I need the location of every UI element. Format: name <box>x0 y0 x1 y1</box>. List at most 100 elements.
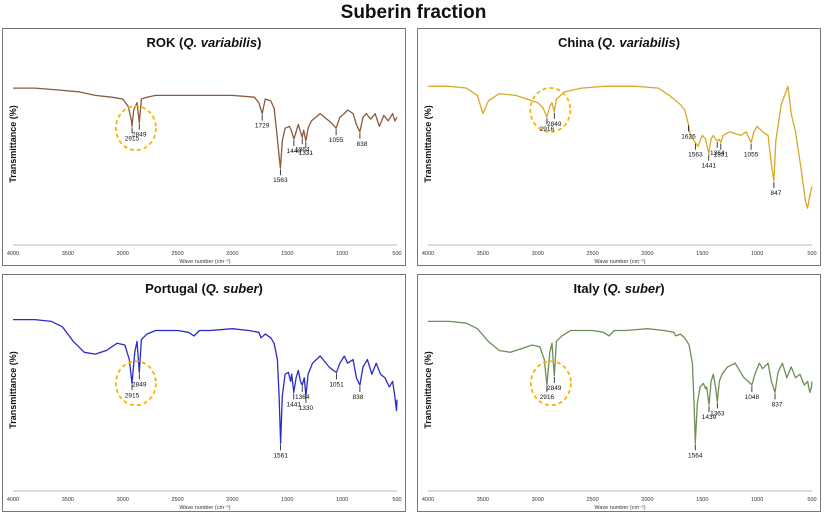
x-tick-label: 500 <box>807 251 816 257</box>
peak-label: 1440 <box>287 148 302 155</box>
panel-title-close: ) <box>258 281 263 296</box>
panel-title: Italy (Q. suber) <box>418 281 820 296</box>
panel-portugal: Portugal (Q. suber) Transmittance (%) 40… <box>2 274 406 512</box>
panel-title-open: ( <box>197 281 206 296</box>
x-tick-label: 2000 <box>641 251 653 257</box>
panel-title-main: China <box>557 35 595 50</box>
peak-label: 1364 <box>295 394 310 401</box>
x-tick-label: 3000 <box>532 251 544 257</box>
highlight-circle <box>114 105 157 152</box>
x-tick-label: 2500 <box>171 251 183 257</box>
spectrum-plot: 4000 3500 3000 2500 2000 1500 1000 500 Wave numb… <box>7 318 402 511</box>
panel-china: China (Q. variabilis) Transmittance (%) … <box>417 28 821 266</box>
panel-title-species: Q. variabilis <box>183 35 258 50</box>
peak-label: 2916 <box>540 394 555 401</box>
peak-label: 1330 <box>299 405 314 412</box>
spectrum-plot: 4000 3500 3000 2500 2000 1500 1000 500 Wave numb… <box>7 87 402 265</box>
x-tick-label: 2500 <box>171 497 183 503</box>
peak-label: 2849 <box>132 381 147 388</box>
x-tick-label: 3000 <box>532 497 544 503</box>
x-tick-label: 3500 <box>477 497 489 503</box>
spectrum-plot: 4000 3500 3000 2500 2000 1500 1000 500 Wave numb… <box>422 85 817 265</box>
spectrum-line <box>428 85 813 209</box>
panel-title-species: Q. suber <box>607 281 661 296</box>
peak-label: 1561 <box>273 452 288 459</box>
x-tick-label: 2000 <box>226 251 238 257</box>
x-tick-label: 4000 <box>7 251 19 257</box>
panel-title-main: Italy <box>573 281 600 296</box>
x-axis-label: Wave number (cm⁻¹) <box>594 259 645 265</box>
x-tick-label: 1000 <box>336 251 348 257</box>
peak-label: 838 <box>352 394 363 401</box>
x-tick-label: 1000 <box>751 251 763 257</box>
x-tick-label: 3000 <box>117 497 129 503</box>
x-axis-label: Wave number (cm⁻¹) <box>594 505 645 511</box>
peak-label: 2849 <box>547 385 562 392</box>
x-tick-label: 1000 <box>336 497 348 503</box>
x-axis-label: Wave number (cm⁻¹) <box>179 259 230 265</box>
spectrum-line <box>13 87 398 169</box>
peak-label: 1364 <box>295 146 310 153</box>
peak-label: 847 <box>770 190 781 197</box>
x-tick-label: 2500 <box>586 251 598 257</box>
x-tick-label: 3500 <box>62 251 74 257</box>
highlight-circle <box>114 360 157 407</box>
peak-label: 1564 <box>688 452 703 459</box>
panel-italy: Italy (Q. suber) Transmittance (%) 4000 3… <box>417 274 821 512</box>
x-tick-label: 4000 <box>422 497 434 503</box>
panel-title-open: ( <box>175 35 184 50</box>
peak-label: 1439 <box>702 414 717 421</box>
panel-rok: ROK (Q. variabilis) Transmittance (%) 40… <box>2 28 406 266</box>
panel-title-species: Q. variabilis <box>602 35 676 50</box>
x-tick-label: 4000 <box>422 251 434 257</box>
spectrum-plot: 4000 3500 3000 2500 2000 1500 1000 500 Wave numb… <box>422 320 817 511</box>
x-tick-label: 2000 <box>226 497 238 503</box>
panel-title-main: Portugal <box>145 281 198 296</box>
peak-label: 1563 <box>273 177 288 184</box>
peak-label: 2849 <box>132 132 147 139</box>
peak-label: 1626 <box>681 134 696 141</box>
peak-label: 837 <box>772 401 783 408</box>
peak-label: 1729 <box>255 123 270 130</box>
x-tick-label: 1500 <box>696 251 708 257</box>
x-tick-label: 500 <box>392 497 401 503</box>
peak-label: 1364 <box>710 150 725 157</box>
panel-title: ROK (Q. variabilis) <box>3 35 405 50</box>
panel-title: China (Q. variabilis) <box>418 35 820 50</box>
x-tick-label: 3000 <box>117 251 129 257</box>
panel-title-close: ) <box>675 35 681 50</box>
x-tick-label: 1000 <box>751 497 763 503</box>
x-tick-label: 1500 <box>696 497 708 503</box>
panel-title-close: ) <box>660 281 665 296</box>
x-tick-label: 3500 <box>62 497 74 503</box>
panel-title-main: ROK <box>146 35 176 50</box>
x-tick-label: 4000 <box>7 497 19 503</box>
figure-title: Suberin fraction <box>340 2 487 23</box>
peak-label: 1331 <box>299 150 314 157</box>
peak-label: 2849 <box>547 121 562 128</box>
panel-title-species: Q. suber <box>205 281 259 296</box>
peak-label: 838 <box>356 141 367 148</box>
x-tick-label: 3500 <box>477 251 489 257</box>
spectrum-line <box>428 320 813 444</box>
panel-title-close: ) <box>257 35 262 50</box>
x-tick-label: 500 <box>807 497 816 503</box>
x-tick-label: 2000 <box>641 497 653 503</box>
x-axis-label: Wave number (cm⁻¹) <box>179 505 230 511</box>
peak-label: 1051 <box>329 381 344 388</box>
peak-label: 1048 <box>745 394 760 401</box>
x-tick-label: 2500 <box>586 497 598 503</box>
peak-label: 1055 <box>329 137 344 144</box>
peak-label: 1363 <box>710 410 725 417</box>
peak-label: 1441 <box>702 163 717 170</box>
peak-label: 1331 <box>714 152 729 159</box>
peak-label: 2916 <box>540 126 555 133</box>
panel-title: Portugal (Q. suber) <box>3 281 405 296</box>
x-tick-label: 500 <box>392 251 401 257</box>
x-tick-label: 1500 <box>281 251 293 257</box>
peak-label: 1441 <box>287 401 302 408</box>
peak-label: 1563 <box>688 152 703 159</box>
peak-label: 1055 <box>744 152 759 159</box>
x-tick-label: 1500 <box>281 497 293 503</box>
highlight-circle <box>529 87 572 133</box>
